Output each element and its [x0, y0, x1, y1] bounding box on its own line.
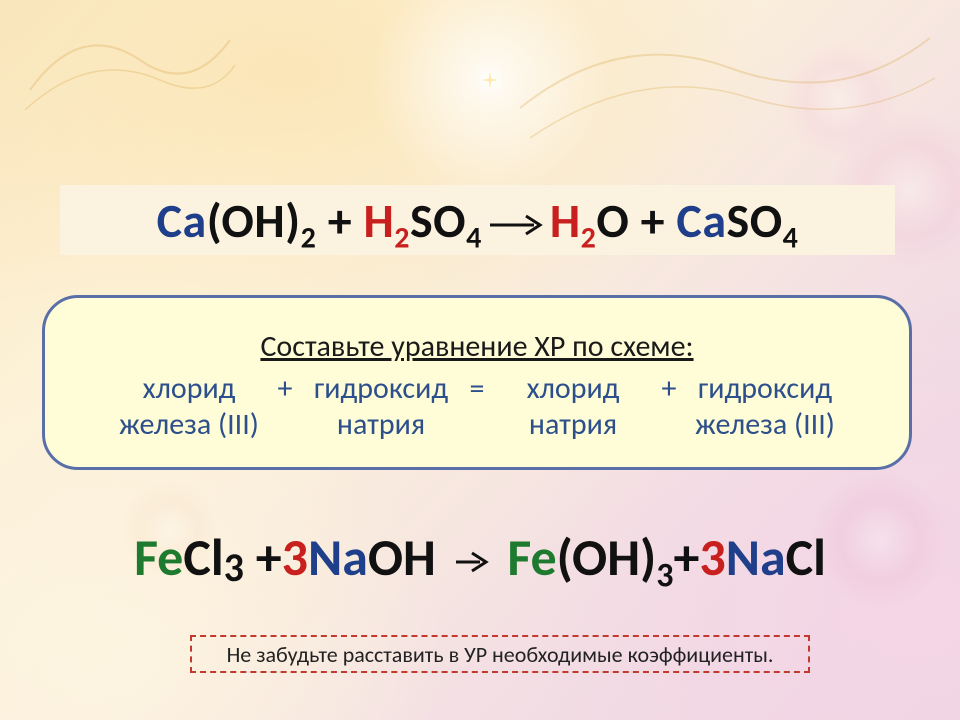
sparkle-icon [478, 68, 502, 92]
equation-2: FeCl3 +3NaOH Fe(OH)3+3NaCl [0, 525, 960, 592]
bg-flower [780, 40, 900, 160]
task-title: Составьте уравнение ХР по схеме: [63, 328, 891, 365]
bg-swirl [520, 8, 940, 168]
note-text: Не забудьте расставить в УР необходимые … [227, 641, 774, 668]
equation-1-box: Ca(OH)2 + H2SO4 H2O + CaSO4 [60, 185, 895, 255]
equation-1: Ca(OH)2 + H2SO4 H2O + CaSO4 [157, 191, 799, 250]
slide: Ca(OH)2 + H2SO4 H2O + CaSO4 Составьте ур… [0, 0, 960, 720]
task-scheme: хлорид+гидроксид=хлорид+гидроксиджелеза … [63, 371, 891, 443]
note-box: Не забудьте расставить в УР необходимые … [190, 635, 810, 673]
bg-swirl [20, 10, 240, 130]
task-panel: Составьте уравнение ХР по схеме: хлорид+… [42, 295, 912, 470]
